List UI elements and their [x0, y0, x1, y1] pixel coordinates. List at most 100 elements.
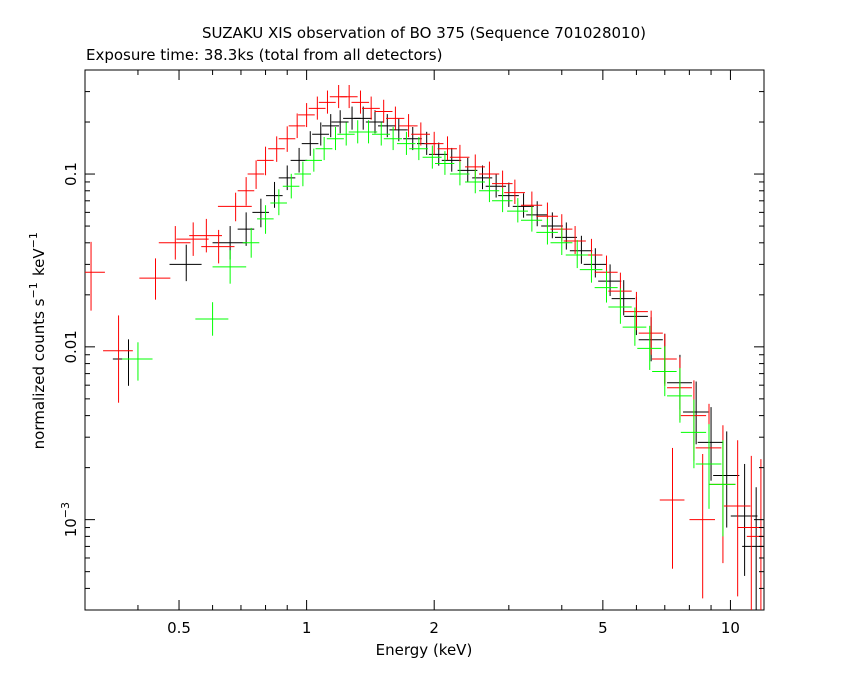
- data-point: [730, 463, 758, 576]
- data-layer: [85, 84, 764, 610]
- data-point: [282, 173, 300, 199]
- data-point: [103, 315, 133, 403]
- data-point: [372, 122, 391, 146]
- data-point: [569, 235, 593, 264]
- series-1: [85, 84, 764, 610]
- data-point: [294, 161, 311, 187]
- data-point: [195, 302, 229, 336]
- y-tick-label: 0.01: [62, 330, 80, 363]
- data-point: [579, 253, 603, 283]
- series-2: [122, 120, 736, 537]
- data-point: [139, 258, 171, 300]
- data-point: [354, 106, 372, 130]
- data-point: [122, 342, 153, 381]
- data-point: [611, 280, 636, 316]
- data-point: [176, 222, 209, 256]
- data-point: [680, 399, 707, 469]
- data-point: [268, 136, 285, 162]
- data-point: [435, 151, 455, 175]
- data-point: [337, 122, 355, 146]
- y-tick-label: 10−3: [59, 502, 80, 537]
- data-point: [659, 447, 685, 569]
- data-point: [638, 310, 663, 355]
- data-point: [247, 160, 265, 189]
- data-point: [257, 146, 274, 176]
- data-point: [424, 131, 444, 155]
- data-point: [536, 218, 558, 245]
- data-point: [737, 455, 764, 610]
- data-point: [278, 126, 296, 152]
- data-point: [383, 126, 403, 151]
- data-point: [237, 212, 255, 246]
- data-point: [201, 229, 235, 264]
- data-point: [411, 122, 430, 146]
- data-point: [322, 114, 340, 138]
- data-point: [270, 189, 287, 216]
- tick-layer: 0.5 1 2 5 10 0.1 0.01 10−3: [59, 69, 764, 637]
- y-axis-label: normalized counts s−1 keV−1: [27, 231, 48, 450]
- data-point: [498, 182, 519, 207]
- data-point: [637, 325, 662, 370]
- x-tick-label: 10: [721, 619, 740, 637]
- data-point: [465, 169, 485, 194]
- plot-frame: [84, 69, 765, 611]
- data-point: [409, 137, 428, 161]
- data-point: [290, 147, 308, 173]
- data-point: [689, 453, 715, 599]
- data-point: [479, 178, 500, 203]
- data-point: [340, 84, 358, 109]
- data-point: [624, 291, 648, 331]
- data-point: [608, 288, 632, 324]
- data-point: [359, 120, 378, 144]
- series-0: [112, 106, 764, 610]
- data-point: [301, 131, 319, 156]
- data-point: [709, 440, 736, 537]
- data-point: [252, 198, 269, 228]
- data-point: [422, 145, 442, 169]
- data-point: [504, 179, 525, 205]
- data-point: [449, 161, 470, 186]
- data-point: [622, 307, 647, 346]
- y-tick-label: 0.1: [62, 162, 80, 186]
- x-tick-label: 1: [302, 619, 312, 637]
- data-point: [189, 218, 223, 253]
- data-point: [169, 244, 202, 282]
- data-point: [713, 431, 740, 528]
- data-point: [563, 226, 586, 255]
- data-point: [457, 157, 478, 182]
- chart-title: SUZAKU XIS observation of BO 375 (Sequen…: [202, 24, 646, 42]
- data-point: [288, 113, 306, 139]
- data-point: [158, 226, 191, 260]
- data-point: [389, 118, 408, 142]
- data-point: [565, 240, 589, 269]
- data-point: [683, 381, 709, 445]
- data-point: [237, 177, 255, 206]
- data-point: [695, 424, 722, 509]
- data-point: [257, 205, 274, 234]
- data-point: [326, 126, 344, 151]
- x-tick-label: 0.5: [167, 619, 191, 637]
- data-point: [212, 250, 247, 284]
- data-point: [594, 270, 618, 303]
- data-point: [308, 96, 326, 120]
- data-point: [331, 110, 349, 134]
- chart-subtitle: Exposure time: 38.3ks (total from all de…: [86, 46, 442, 64]
- data-point: [312, 122, 330, 146]
- data-point: [396, 131, 416, 155]
- data-point: [652, 346, 677, 397]
- data-point: [266, 181, 283, 208]
- data-point: [399, 114, 418, 138]
- data-point: [555, 222, 577, 250]
- data-point: [85, 241, 105, 311]
- x-tick-label: 5: [598, 619, 608, 637]
- data-point: [212, 226, 247, 260]
- data-point: [723, 440, 751, 597]
- data-point: [217, 192, 252, 222]
- x-axis-label: Energy (keV): [376, 641, 473, 659]
- data-point: [362, 96, 380, 120]
- data-point: [507, 198, 528, 223]
- data-point: [242, 227, 260, 258]
- x-tick-label: 2: [429, 619, 439, 637]
- data-point: [305, 148, 322, 172]
